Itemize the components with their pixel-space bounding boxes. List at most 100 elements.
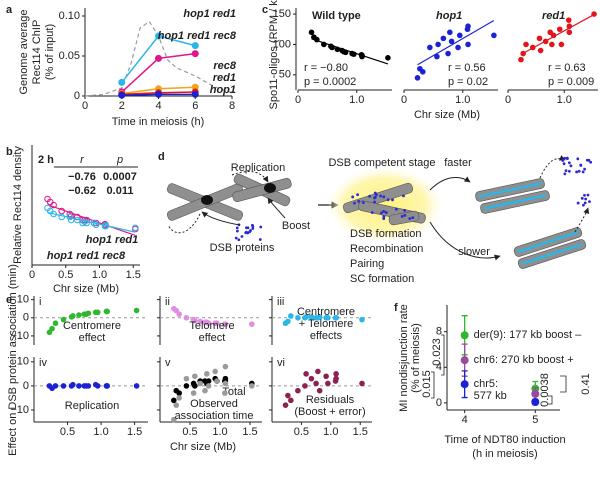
y-tick-label: 10: [17, 356, 29, 368]
data-point: [104, 383, 110, 389]
panel-title: hop1: [436, 10, 462, 22]
data-point: [133, 307, 140, 314]
diagram-label: slower: [458, 246, 490, 258]
data-point: [333, 375, 339, 382]
diagram-label: DSB competent stage: [328, 157, 435, 169]
dsb-protein: [368, 194, 372, 198]
axis-stripe: [478, 182, 542, 198]
data-point: [448, 38, 455, 45]
data-point: [60, 383, 67, 389]
y-axis-label: (% of input): [44, 24, 56, 80]
data-point: [285, 318, 291, 325]
x-axis-label: Time in meiosis (h): [112, 116, 205, 128]
dsb-protein: [386, 198, 390, 202]
x-tick-label: 1.0: [93, 426, 108, 438]
data-point: [212, 368, 218, 375]
dsb-protein: [384, 211, 388, 214]
x-axis-label: (h in meiosis): [472, 448, 537, 460]
data-point: [288, 313, 294, 319]
x-tick-label: 0.5: [60, 426, 75, 438]
data-point: [359, 316, 365, 323]
x-tick-label: 0.5: [294, 426, 309, 438]
dsb-protein: [357, 199, 361, 203]
dsb-protein: [583, 167, 587, 171]
dsb-protein: [379, 194, 383, 198]
arrow: [429, 176, 471, 191]
series-label: effect: [79, 332, 106, 344]
stat-r: −0.62: [68, 185, 96, 197]
arrow: [231, 171, 269, 183]
dsb-protein: [579, 164, 583, 167]
dsb-protein: [251, 225, 255, 228]
p-value: 0.023: [431, 338, 443, 366]
x-tick-label: 1.5: [242, 426, 257, 438]
dsb-protein: [585, 158, 589, 162]
y-tick-label: 50: [279, 69, 291, 81]
arrow: [267, 197, 286, 219]
data-point: [49, 325, 55, 332]
data-point: [427, 44, 433, 51]
data-point: [460, 380, 469, 389]
data-point: [303, 314, 309, 320]
data-point: [359, 380, 365, 387]
x-tick-label: 0: [401, 94, 407, 106]
data-point: [550, 32, 557, 39]
data-line: [84, 20, 233, 97]
stat-r: −0.76: [68, 171, 96, 183]
y-axis-label: Genome average: [18, 10, 30, 95]
bracket: [431, 334, 567, 405]
stat-r: r = 0.56: [448, 62, 486, 74]
x-axis-label: Chr size (Mb): [414, 109, 480, 121]
y-axis-label: Relative Rec114 density: [12, 146, 24, 264]
y-tick-label: 4: [436, 361, 442, 373]
data-point: [316, 314, 323, 320]
y-tick-label: 100: [273, 38, 291, 50]
series-label: chr6: 270 kb boost +: [474, 354, 574, 366]
data-point: [556, 26, 563, 33]
data-point: [333, 314, 339, 321]
x-tick-label: 4: [462, 414, 468, 426]
data-point: [202, 387, 208, 394]
p-value: 0.0038: [539, 373, 551, 407]
diagram-label: faster: [444, 157, 472, 169]
x-tick-label: 1.0: [557, 94, 572, 106]
series-label: effects: [310, 330, 343, 342]
diagram-label: Replication: [231, 162, 285, 174]
data-point: [171, 397, 177, 404]
dsb-protein: [403, 214, 407, 217]
dsb-protein: [400, 214, 404, 218]
data-point: [92, 221, 100, 229]
panel-label: vi: [277, 357, 285, 369]
x-axis-label: Chr size (Mb): [170, 441, 236, 453]
legend-label: hop1 red1 rec8: [158, 30, 237, 42]
panel-label: ii: [165, 296, 170, 308]
dsb-protein: [394, 207, 398, 211]
data-point: [316, 387, 323, 394]
data-point: [155, 32, 162, 40]
data-point: [191, 83, 199, 91]
data-point: [176, 311, 182, 317]
data-point: [205, 378, 212, 384]
dsb-protein: [584, 197, 588, 201]
data-point: [85, 383, 92, 389]
series-label: association time: [175, 410, 254, 422]
data-point: [531, 397, 540, 406]
stat-p: p = 0.02: [448, 76, 488, 88]
data-point: [222, 390, 228, 396]
diagram-label: DSB proteins: [210, 242, 275, 254]
data-point: [414, 75, 421, 81]
x-axis-label: Time of NDT80 induction: [444, 434, 565, 446]
data-point: [176, 390, 182, 396]
data-point: [94, 309, 101, 316]
data-point: [76, 383, 82, 389]
data-point: [70, 381, 76, 388]
data-point: [58, 213, 66, 221]
data-point: [131, 224, 139, 232]
data-point: [531, 389, 540, 398]
data-point: [249, 321, 255, 327]
dsb-protein: [567, 169, 571, 173]
data-point: [155, 90, 162, 98]
data-point: [537, 47, 544, 54]
diagram-label: Pairing: [350, 258, 384, 270]
